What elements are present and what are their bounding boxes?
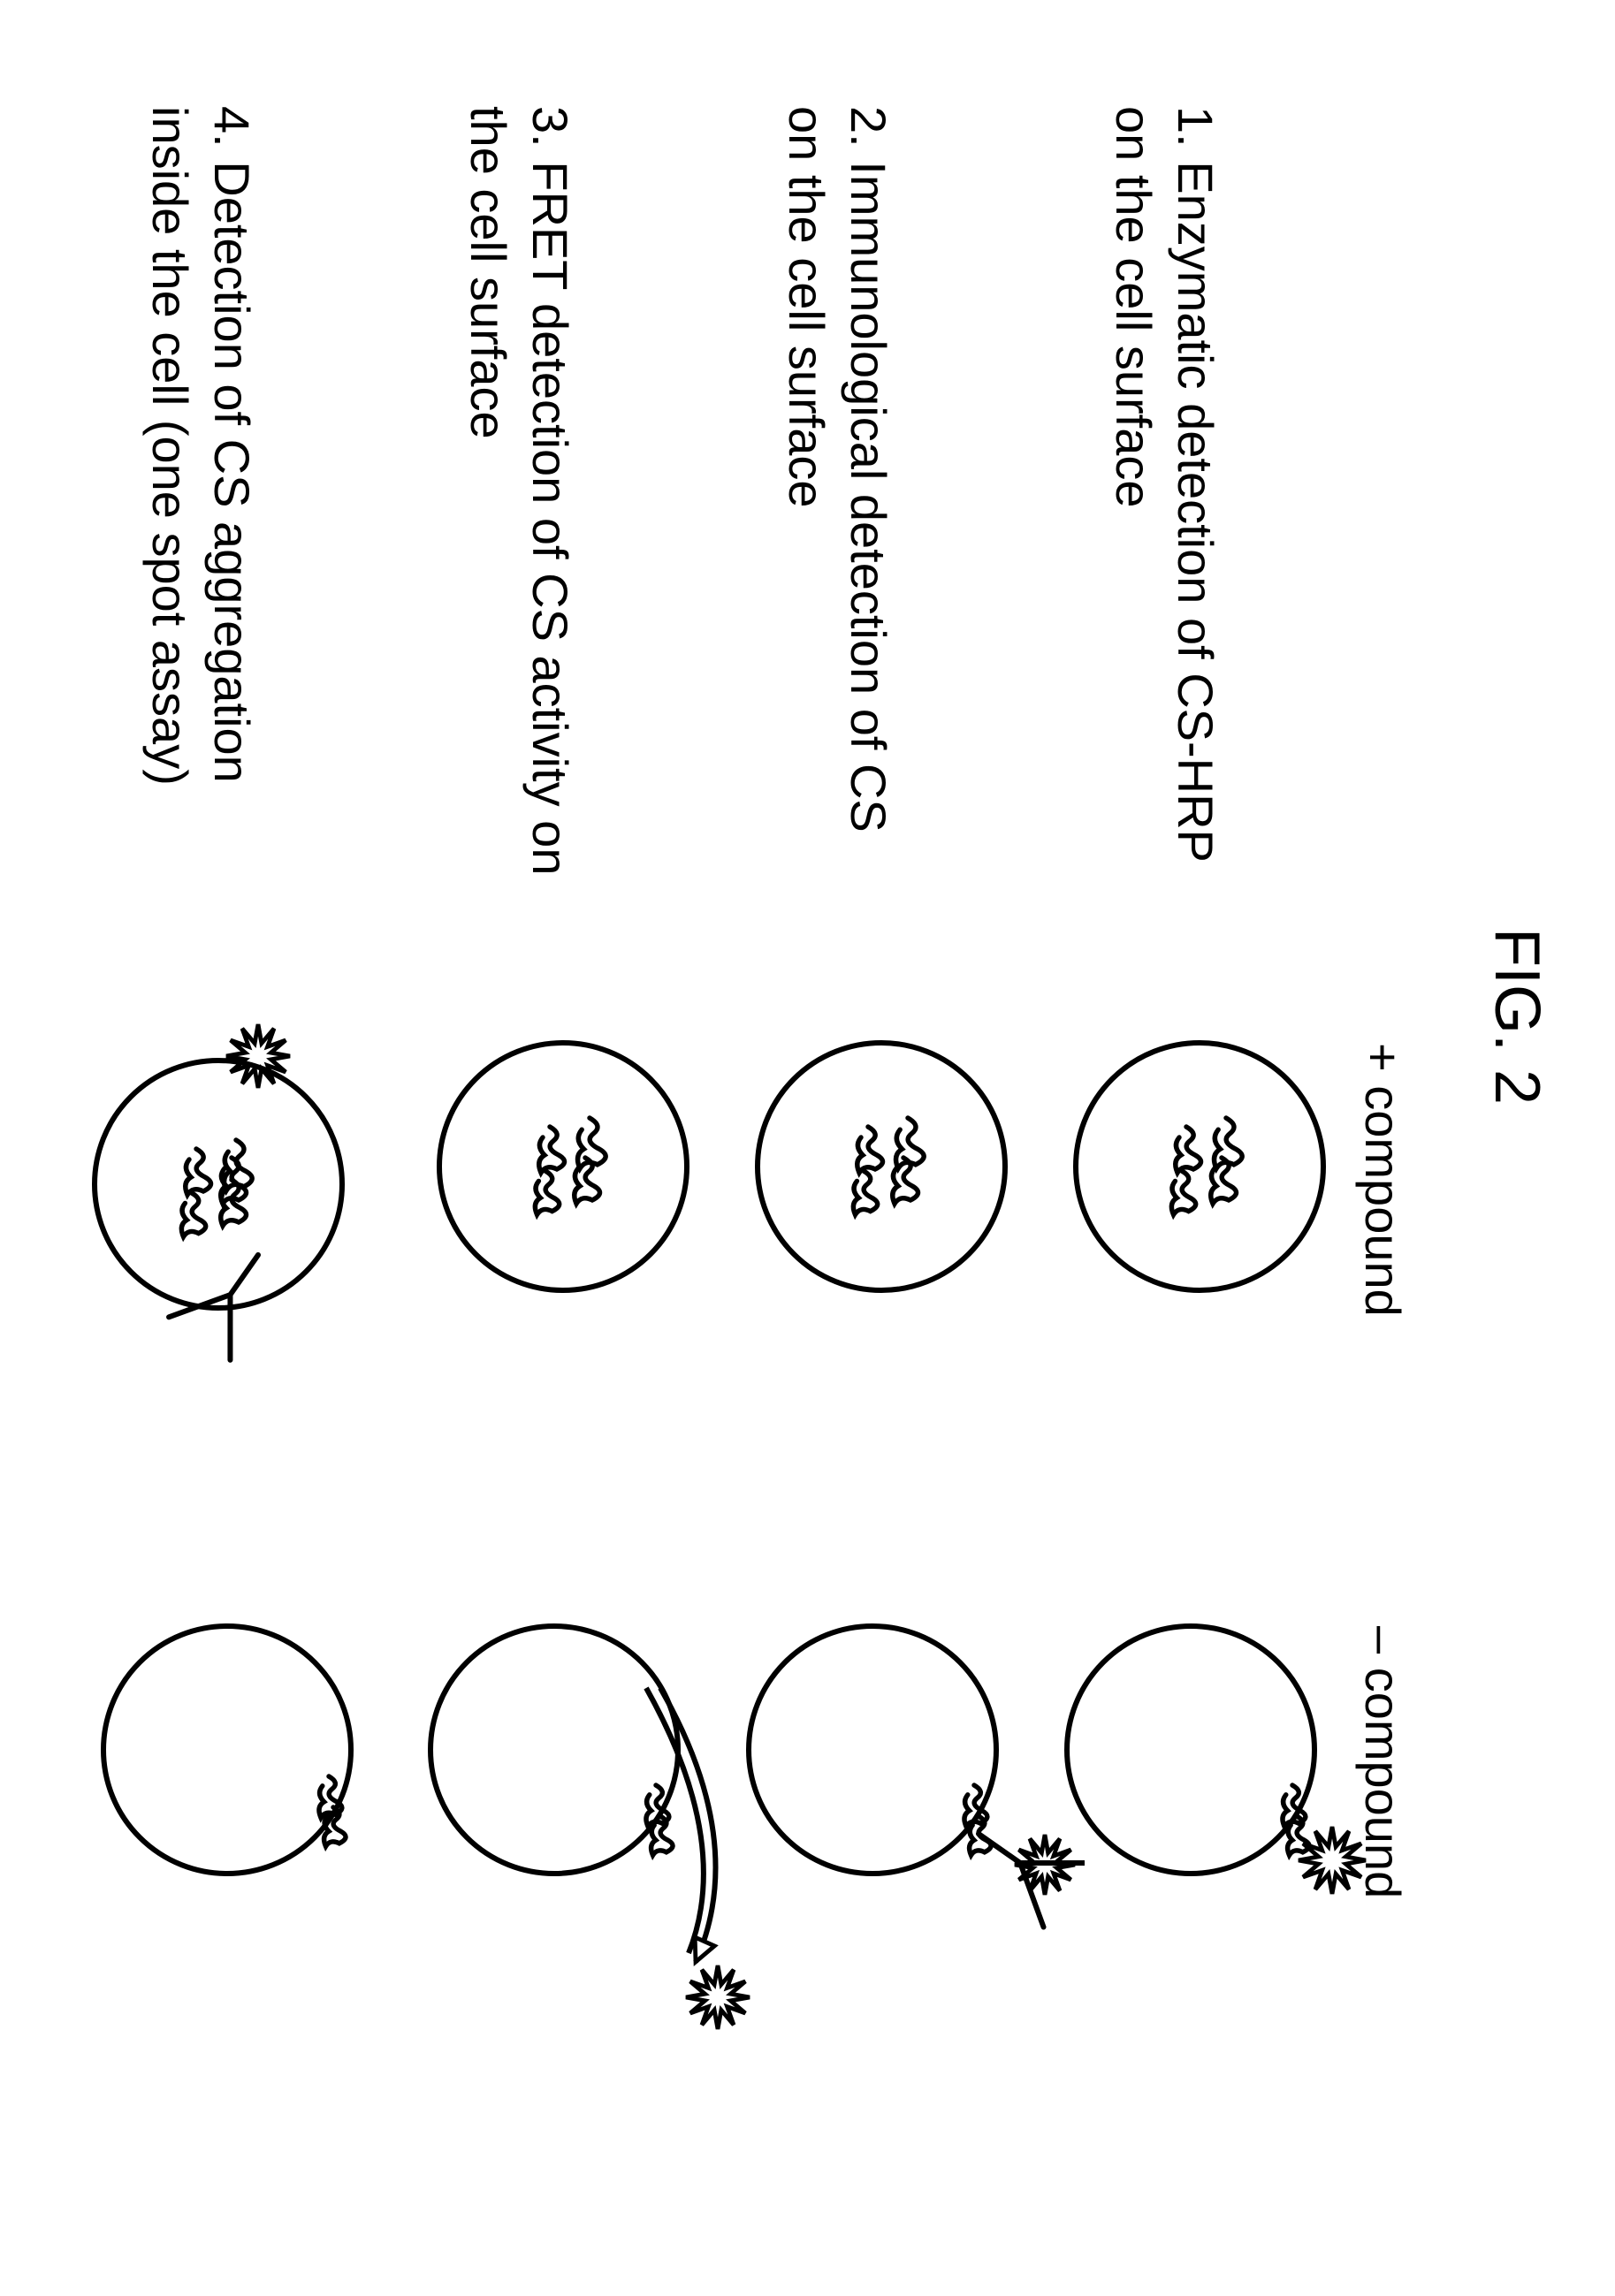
column-header-plus: + compound [1354,1043,1412,1317]
row-label-3: 3. FRET detection of CS activity on the … [457,106,643,875]
row-label-4: 4. Detection of CS aggregation inside th… [139,106,324,786]
figure-title: FIG. 2 [1481,928,1553,1105]
cell-row1-plus [1049,1007,1350,1326]
cell-row2-plus [731,1007,1032,1326]
cell-row2-minus [731,1591,1085,2033]
row-label-2: 2. Immunological detection of CS on the … [775,106,961,832]
row-label-1: 1. Enzymatic detection of CS-HRP on the … [1102,106,1288,863]
cell-row4-plus [59,972,413,1379]
cell-row3-plus [413,1007,713,1326]
cell-row1-minus [1049,1591,1385,1962]
cell-row4-minus [95,1591,395,1909]
cell-row3-minus [413,1591,766,2086]
